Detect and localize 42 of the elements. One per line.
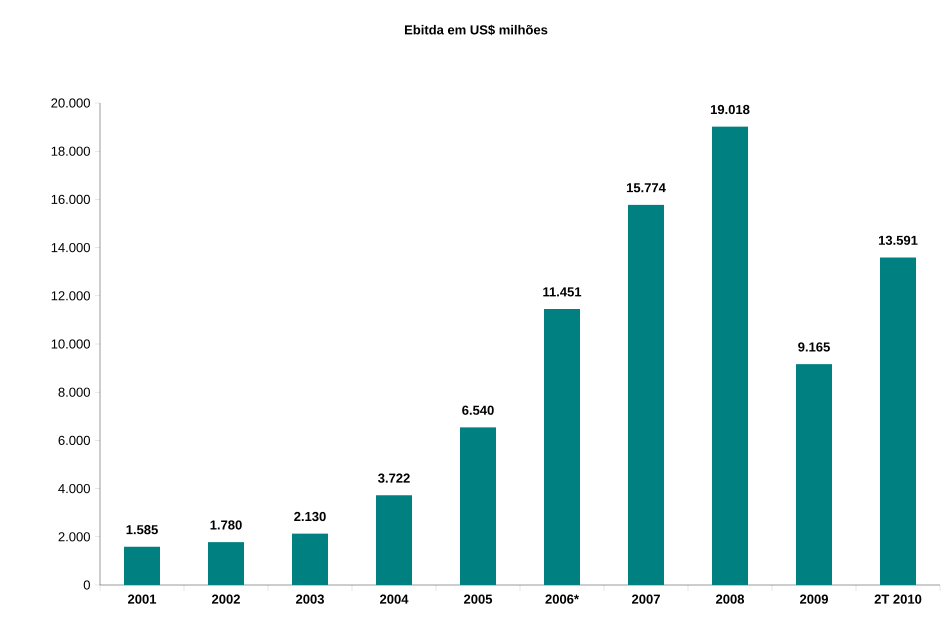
y-tick-label: 8.000	[58, 388, 90, 397]
y-tick-label: 12.000	[52, 291, 90, 300]
y-tick-label: 14.000	[52, 242, 90, 252]
x-tick-label: 2007	[632, 594, 660, 604]
data-label: 9.165	[798, 342, 830, 352]
x-tick-label: 2005	[464, 594, 492, 604]
bar	[544, 309, 580, 585]
x-tick-label: 2001	[128, 594, 156, 604]
x-tick-label: 2009	[800, 594, 828, 604]
data-label: 11.451	[543, 287, 582, 296]
bar	[628, 204, 664, 585]
bar	[460, 427, 496, 585]
x-tick-label: 2003	[296, 594, 324, 604]
data-label: 13.591	[878, 236, 918, 245]
bar	[208, 542, 244, 585]
y-tick-label: 16.000	[52, 194, 90, 204]
y-tick-label: 10.000	[52, 339, 90, 349]
x-tick-label: 2002	[212, 594, 240, 604]
x-tick-label: 2008	[716, 594, 744, 604]
y-tick-label: 18.000	[52, 146, 90, 156]
data-label: 2.130	[294, 512, 326, 522]
data-label: 15.774	[626, 183, 666, 192]
bar	[880, 257, 916, 585]
chart-title: Ebitda em US$ milhões	[404, 24, 548, 36]
data-label: 1.585	[126, 525, 158, 534]
bar	[124, 546, 160, 585]
data-label: 1.780	[210, 520, 242, 530]
x-tick-label: 2004	[380, 594, 408, 604]
x-tick-label: 2T 2010	[874, 594, 922, 604]
bar	[292, 534, 328, 585]
y-tick-label: 4.000	[58, 484, 90, 494]
bar	[796, 364, 832, 585]
y-tick-label: 20.000	[51, 98, 90, 108]
y-tick-label: 6.000	[58, 436, 90, 445]
data-label: 3.722	[378, 474, 410, 483]
y-tick-label: 2.000	[58, 532, 90, 542]
y-tick-label: 0	[84, 580, 90, 590]
data-label: 19.018	[710, 104, 750, 114]
bar	[376, 495, 412, 585]
bar	[712, 126, 748, 585]
x-tick-label: 2006*	[545, 594, 579, 604]
data-label: 6.540	[462, 406, 494, 415]
